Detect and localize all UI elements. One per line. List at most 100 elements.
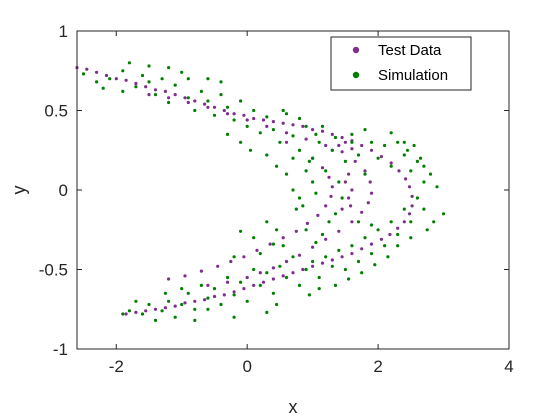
data-point-simulation	[363, 236, 367, 240]
data-point-simulation	[153, 318, 158, 322]
data-point-test-data	[320, 261, 325, 265]
data-point-simulation	[314, 132, 318, 136]
data-point-simulation	[219, 93, 223, 97]
data-point-simulation	[297, 196, 302, 200]
data-point-test-data	[311, 264, 315, 268]
data-point-test-data	[366, 201, 370, 205]
data-point-simulation	[219, 302, 223, 307]
data-point-simulation	[356, 153, 361, 157]
data-point-test-data	[353, 159, 357, 163]
x-tick-label: 4	[504, 357, 513, 376]
y-tick-label: -1	[53, 340, 68, 359]
data-point-test-data	[212, 105, 217, 109]
data-point-test-data	[258, 271, 262, 275]
data-point-test-data	[232, 112, 236, 116]
data-point-simulation	[212, 287, 217, 291]
data-point-test-data	[134, 81, 138, 86]
data-point-simulation	[163, 291, 167, 295]
data-point-simulation	[212, 113, 217, 117]
data-points-layer	[75, 61, 446, 322]
data-point-simulation	[239, 229, 243, 233]
data-point-simulation	[134, 299, 138, 303]
data-point-simulation	[389, 131, 393, 135]
data-point-simulation	[311, 259, 315, 264]
data-point-test-data	[343, 180, 347, 184]
data-point-simulation	[402, 153, 406, 157]
data-point-test-data	[340, 255, 344, 259]
data-point-simulation	[320, 124, 325, 128]
data-point-simulation	[127, 309, 131, 313]
data-point-simulation	[167, 66, 171, 70]
data-point-test-data	[134, 310, 138, 314]
data-point-test-data	[320, 129, 325, 133]
data-point-test-data	[347, 196, 351, 200]
data-point-simulation	[271, 291, 275, 295]
data-point-simulation	[396, 232, 400, 237]
data-point-test-data	[284, 259, 289, 264]
data-point-simulation	[252, 108, 256, 113]
data-point-test-data	[225, 280, 230, 284]
data-point-simulation	[304, 228, 308, 232]
data-point-simulation	[314, 240, 318, 245]
data-point-test-data	[147, 93, 151, 97]
data-point-test-data	[369, 191, 374, 195]
data-point-test-data	[206, 283, 210, 287]
data-point-simulation	[291, 134, 295, 138]
data-point-simulation	[284, 112, 289, 116]
data-point-simulation	[127, 61, 131, 65]
data-point-test-data	[350, 220, 354, 224]
data-point-test-data	[183, 274, 187, 278]
data-point-test-data	[343, 140, 347, 144]
data-point-simulation	[173, 315, 177, 319]
data-point-test-data	[304, 137, 308, 141]
data-point-simulation	[415, 196, 419, 200]
data-point-test-data	[153, 307, 158, 311]
data-point-simulation	[376, 156, 380, 160]
data-point-simulation	[167, 299, 171, 303]
x-tick-label: 0	[242, 357, 251, 376]
data-point-simulation	[428, 172, 433, 176]
data-point-simulation	[435, 185, 439, 189]
data-point-test-data	[330, 132, 334, 136]
data-point-test-data	[379, 155, 383, 159]
data-point-simulation	[186, 291, 190, 295]
data-point-simulation	[81, 72, 86, 76]
data-point-simulation	[337, 248, 341, 252]
data-point-simulation	[265, 271, 269, 275]
data-point-simulation	[301, 204, 305, 208]
data-point-test-data	[324, 204, 328, 208]
data-point-simulation	[327, 220, 331, 224]
data-point-test-data	[242, 287, 246, 291]
data-point-simulation	[275, 164, 279, 168]
data-point-simulation	[333, 135, 338, 140]
data-point-simulation	[307, 159, 311, 163]
data-point-simulation	[275, 228, 279, 232]
data-point-simulation	[356, 259, 361, 264]
data-point-simulation	[206, 99, 210, 103]
data-point-test-data	[271, 277, 275, 281]
data-point-simulation	[363, 172, 367, 176]
data-point-test-data	[163, 89, 167, 93]
data-point-test-data	[222, 108, 226, 113]
data-point-simulation	[180, 70, 184, 74]
data-point-simulation	[281, 108, 285, 113]
data-point-simulation	[330, 264, 334, 268]
data-point-test-data	[271, 266, 275, 270]
data-point-test-data	[350, 188, 354, 192]
x-axis-label: x	[289, 397, 298, 417]
data-point-simulation	[258, 252, 262, 256]
data-point-test-data	[173, 304, 177, 308]
data-point-test-data	[183, 301, 187, 305]
data-point-simulation	[396, 244, 400, 248]
data-point-simulation	[271, 242, 275, 246]
axis-ticks	[77, 30, 510, 350]
data-point-simulation	[258, 283, 262, 287]
data-point-simulation	[225, 105, 230, 109]
data-point-simulation	[294, 207, 298, 211]
data-point-test-data	[281, 121, 285, 125]
data-point-simulation	[160, 77, 164, 81]
data-point-test-data	[329, 194, 333, 198]
data-point-simulation	[232, 293, 236, 297]
data-point-test-data	[368, 180, 372, 184]
